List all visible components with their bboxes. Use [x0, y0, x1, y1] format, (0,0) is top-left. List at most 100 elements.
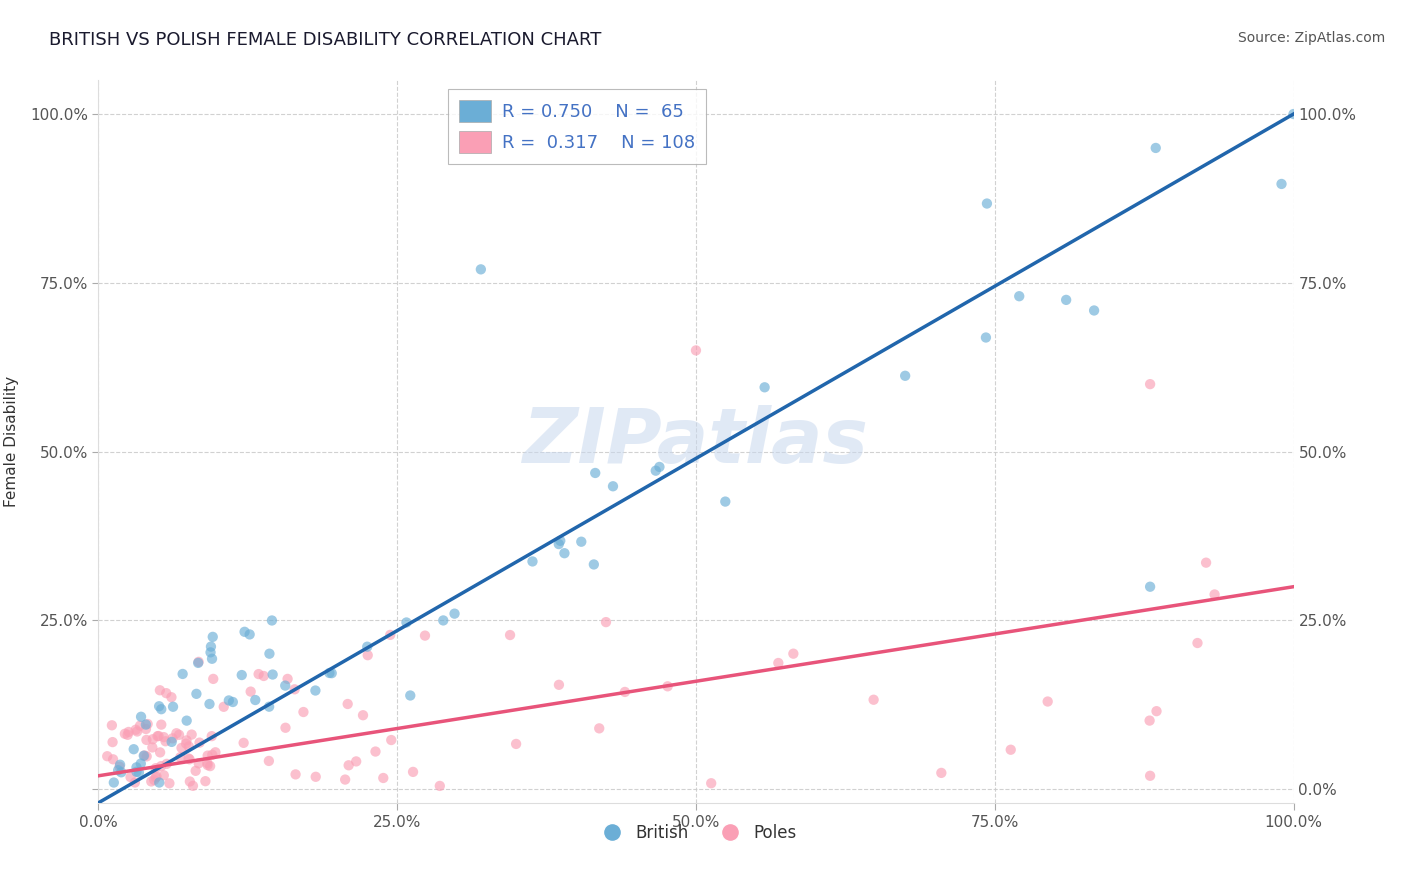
Point: [129, 756, 152, 771]
Point: [162, 731, 184, 746]
Point: [136, 717, 159, 731]
Point: [399, 689, 422, 703]
Point: [583, 466, 606, 480]
Point: [284, 682, 307, 697]
Point: [284, 767, 307, 781]
Point: [134, 748, 156, 763]
Point: [782, 647, 804, 661]
Point: [233, 624, 256, 639]
Point: [1146, 704, 1168, 718]
Point: [107, 763, 129, 777]
Point: [402, 764, 425, 779]
Point: [356, 640, 378, 654]
Point: [176, 714, 198, 728]
Point: [117, 728, 139, 742]
Point: [169, 750, 191, 764]
Point: [768, 656, 790, 670]
Point: [170, 740, 193, 755]
Point: [110, 765, 132, 780]
Point: [1270, 177, 1292, 191]
Point: [257, 699, 280, 714]
Point: [1139, 580, 1161, 594]
Point: [1083, 303, 1105, 318]
Point: [657, 679, 679, 693]
Point: [522, 554, 544, 568]
Point: [135, 732, 157, 747]
Point: [108, 759, 131, 773]
Point: [160, 735, 183, 749]
Point: [157, 776, 180, 790]
Point: [174, 737, 197, 751]
Point: [432, 614, 454, 628]
Point: [200, 640, 222, 654]
Point: [333, 772, 356, 787]
Point: [553, 546, 575, 560]
Point: [257, 754, 280, 768]
Point: [181, 779, 204, 793]
Point: [582, 558, 605, 572]
Point: [197, 758, 219, 772]
Point: [413, 629, 436, 643]
Point: [1054, 293, 1077, 307]
Point: [1187, 636, 1209, 650]
Point: [337, 758, 360, 772]
Point: [202, 672, 225, 686]
Point: [142, 732, 165, 747]
Point: [187, 655, 209, 669]
Point: [198, 759, 221, 773]
Point: [149, 746, 172, 760]
Point: [120, 770, 142, 784]
Point: [155, 734, 177, 748]
Point: [145, 769, 167, 783]
Point: [150, 702, 173, 716]
Point: [195, 756, 218, 770]
Point: [194, 774, 217, 789]
Point: [150, 759, 173, 773]
Point: [149, 683, 172, 698]
Point: [648, 459, 671, 474]
Point: [548, 533, 571, 548]
Point: [184, 764, 207, 778]
Point: [700, 776, 723, 790]
Point: [974, 330, 997, 344]
Point: [177, 751, 200, 765]
Point: [188, 736, 211, 750]
Point: [547, 537, 569, 551]
Point: [186, 687, 208, 701]
Point: [239, 627, 262, 641]
Point: [1195, 556, 1218, 570]
Point: [198, 697, 221, 711]
Point: [1139, 714, 1161, 728]
Point: [201, 747, 224, 762]
Point: [172, 667, 194, 681]
Point: [96, 749, 118, 764]
Text: BRITISH VS POLISH FEMALE DISABILITY CORRELATION CHART: BRITISH VS POLISH FEMALE DISABILITY CORR…: [49, 31, 602, 49]
Point: [187, 756, 209, 771]
Point: [201, 630, 224, 644]
Point: [176, 733, 198, 747]
Point: [364, 745, 387, 759]
Point: [304, 683, 326, 698]
Point: [894, 368, 917, 383]
Point: [380, 733, 402, 747]
Point: [135, 749, 157, 764]
Point: [148, 729, 170, 743]
Point: [222, 695, 245, 709]
Point: [239, 684, 262, 698]
Point: [588, 722, 610, 736]
Point: [108, 757, 131, 772]
Point: [613, 685, 636, 699]
Point: [292, 705, 315, 719]
Point: [1036, 694, 1059, 708]
Point: [976, 196, 998, 211]
Point: [101, 735, 124, 749]
Point: [129, 719, 152, 733]
Point: [1000, 743, 1022, 757]
Point: [277, 672, 299, 686]
Point: [344, 755, 367, 769]
Point: [595, 615, 617, 629]
Point: [569, 534, 592, 549]
Point: [128, 765, 150, 780]
Point: [148, 775, 170, 789]
Point: [187, 656, 209, 670]
